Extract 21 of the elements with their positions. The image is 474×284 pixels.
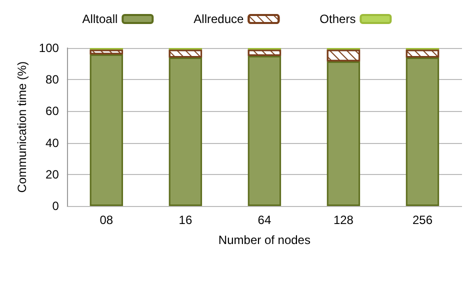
legend-label: Alltoall (82, 12, 118, 26)
bar (90, 54, 124, 206)
bar (168, 57, 202, 206)
y-axis-title: Communication time (%) (15, 61, 29, 193)
bar (248, 56, 282, 206)
legend-label: Others (320, 12, 356, 26)
y-tick-label: 0 (52, 199, 60, 213)
x-tick-label: 256 (412, 213, 433, 227)
y-tick-label: 80 (46, 72, 60, 87)
legend-label: Allreduce (194, 12, 244, 26)
x-tick-label: 08 (100, 213, 114, 227)
x-axis-title: Number of nodes (218, 233, 310, 247)
y-tick-label: 20 (46, 167, 60, 182)
y-tick-label: 40 (46, 136, 60, 150)
x-tick-label: 16 (178, 213, 192, 227)
bar (406, 57, 440, 206)
x-tick-label: 128 (333, 213, 354, 227)
bar (326, 61, 360, 206)
y-tick-label: 100 (38, 41, 60, 55)
x-tick-label: 64 (258, 213, 272, 227)
y-tick-label: 60 (46, 104, 60, 118)
